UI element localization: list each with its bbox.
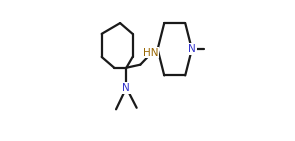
Text: N: N: [188, 44, 196, 54]
Text: N: N: [122, 83, 130, 93]
Text: HN: HN: [143, 48, 159, 58]
